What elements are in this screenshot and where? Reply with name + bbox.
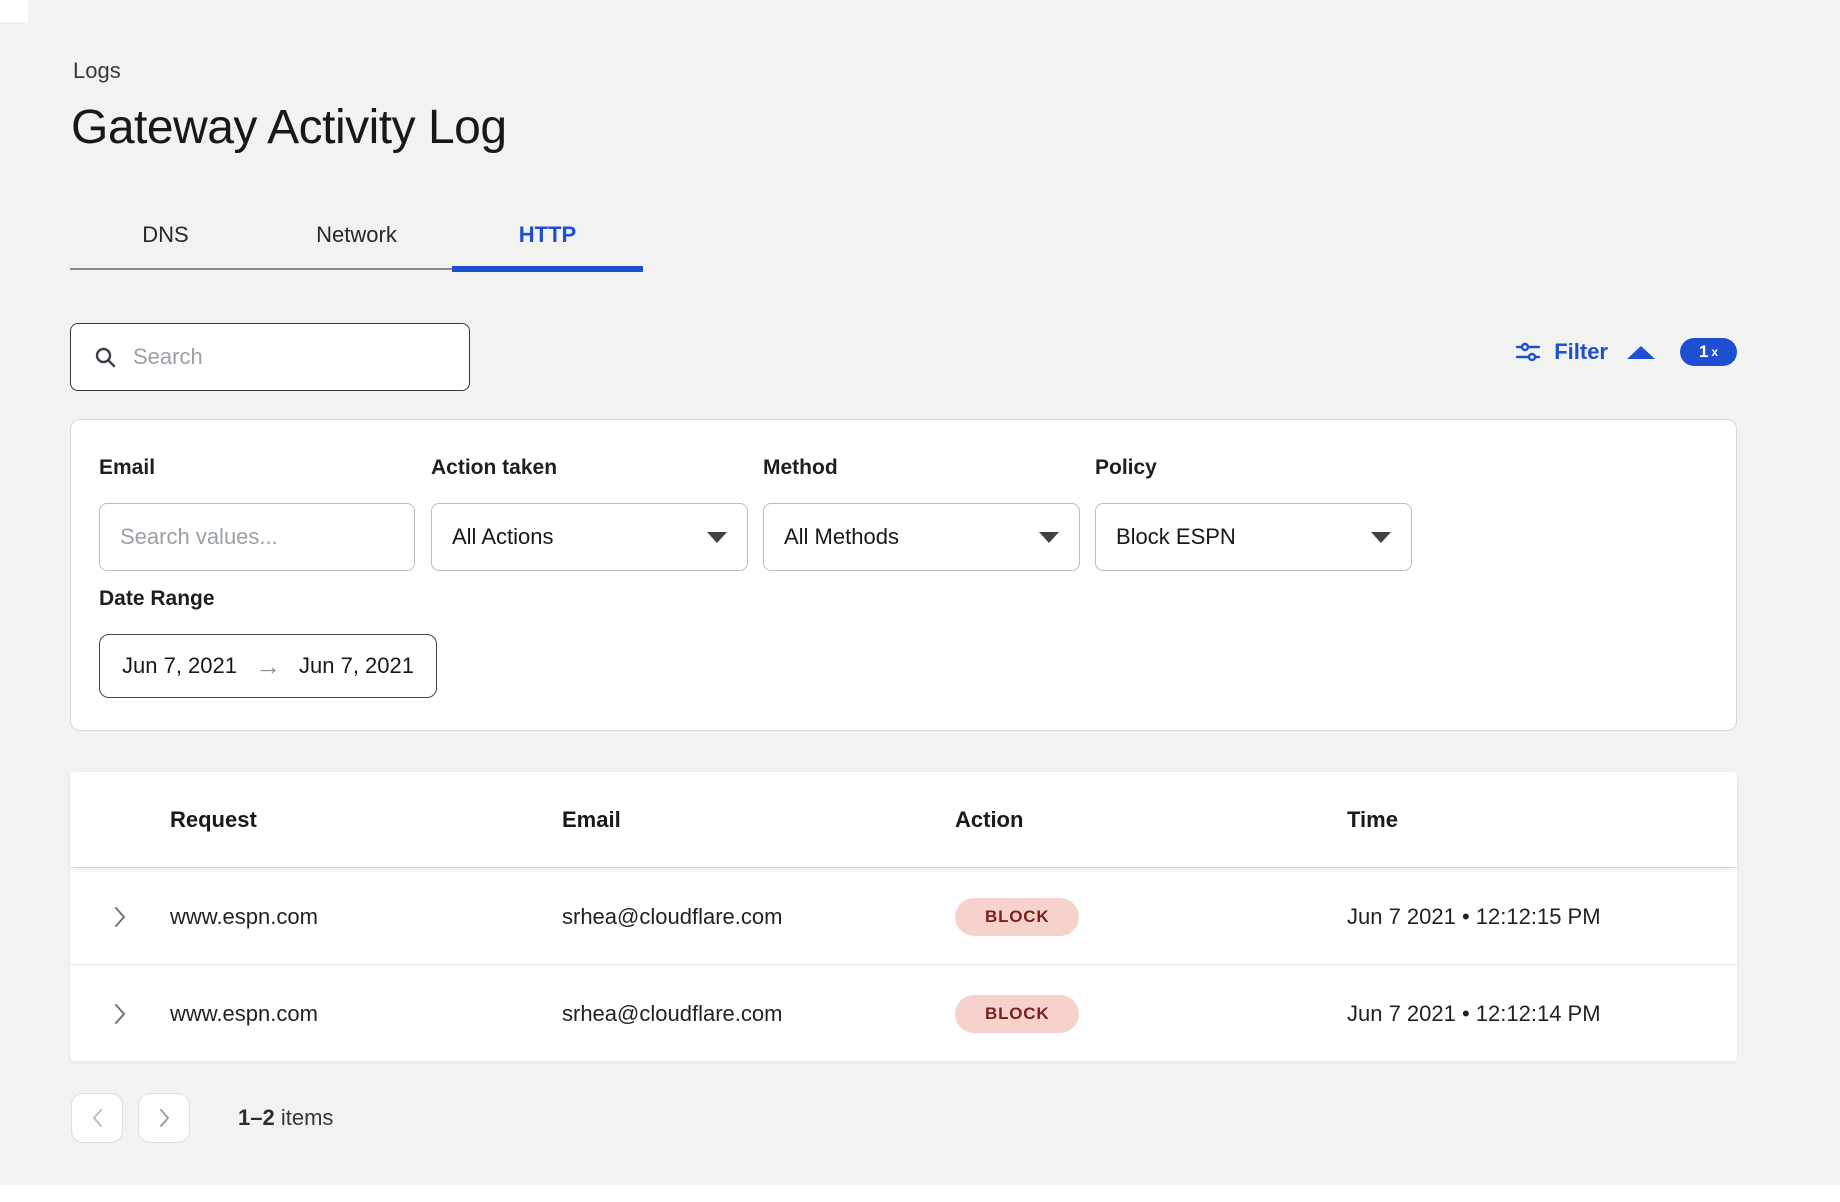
table-row: www.espn.com srhea@cloudflare.com BLOCK … bbox=[70, 964, 1737, 1061]
search-input[interactable] bbox=[133, 344, 447, 370]
email-filter-input-wrap[interactable] bbox=[99, 503, 415, 571]
filter-count-x: x bbox=[1711, 345, 1719, 359]
cell-email: srhea@cloudflare.com bbox=[562, 903, 783, 929]
column-header-action: Action bbox=[955, 806, 1024, 832]
action-taken-select[interactable]: All Actions bbox=[431, 503, 748, 571]
collapse-triangle-icon bbox=[1627, 345, 1655, 359]
cell-time: Jun 7 2021 • 12:12:15 PM bbox=[1347, 903, 1601, 929]
column-header-time: Time bbox=[1347, 806, 1398, 832]
column-header-email: Email bbox=[562, 806, 621, 832]
bottom-strip bbox=[0, 1185, 1840, 1202]
cell-action: BLOCK bbox=[955, 965, 1080, 1062]
action-taken-label: Action taken bbox=[431, 456, 558, 479]
items-count: 1–2 items bbox=[238, 1105, 333, 1131]
column-header-request: Request bbox=[170, 806, 257, 832]
cell-request: www.espn.com bbox=[170, 1000, 318, 1026]
chevron-right-icon bbox=[159, 1109, 169, 1127]
chevron-down-icon bbox=[1039, 531, 1059, 543]
pagination: 1–2 items bbox=[71, 1093, 333, 1143]
date-range-end: Jun 7, 2021 bbox=[299, 653, 414, 678]
arrow-right-icon: → bbox=[255, 651, 281, 681]
activity-table: Request Email Action Time www.espn.com s… bbox=[70, 772, 1737, 1061]
block-status-badge: BLOCK bbox=[955, 897, 1080, 936]
cell-action: BLOCK bbox=[955, 868, 1080, 965]
table-row: www.espn.com srhea@cloudflare.com BLOCK … bbox=[70, 867, 1737, 964]
email-filter-label: Email bbox=[99, 456, 156, 479]
filter-label: Filter bbox=[1554, 339, 1608, 364]
method-value: All Methods bbox=[784, 524, 899, 549]
table-header: Request Email Action Time bbox=[70, 772, 1737, 867]
date-range-label: Date Range bbox=[99, 587, 215, 610]
filter-panel: Email Action taken All Actions Method Al… bbox=[70, 419, 1737, 731]
chevron-down-icon bbox=[707, 531, 727, 543]
page-title: Gateway Activity Log bbox=[71, 101, 507, 154]
tab-bar: DNS Network HTTP bbox=[70, 200, 643, 272]
cell-time: Jun 7 2021 • 12:12:14 PM bbox=[1347, 1000, 1601, 1026]
tab-http[interactable]: HTTP bbox=[452, 200, 643, 272]
search-box[interactable] bbox=[70, 323, 470, 391]
chevron-down-icon bbox=[1371, 531, 1391, 543]
next-page-button[interactable] bbox=[138, 1093, 190, 1143]
prev-page-button[interactable] bbox=[71, 1093, 123, 1143]
chevron-left-icon bbox=[92, 1109, 102, 1127]
email-filter-input[interactable] bbox=[120, 524, 394, 550]
date-range-picker[interactable]: Jun 7, 2021 → Jun 7, 2021 bbox=[99, 634, 437, 698]
cell-request: www.espn.com bbox=[170, 903, 318, 929]
items-range: 1–2 bbox=[238, 1105, 275, 1130]
cell-email: srhea@cloudflare.com bbox=[562, 1000, 783, 1026]
filter-count-badge[interactable]: 1 x bbox=[1680, 338, 1737, 366]
block-status-badge: BLOCK bbox=[955, 994, 1080, 1033]
search-icon bbox=[93, 345, 117, 369]
tab-dns[interactable]: DNS bbox=[142, 222, 189, 247]
filter-sliders-icon bbox=[1515, 339, 1541, 365]
row-expand-button[interactable] bbox=[100, 965, 140, 1062]
policy-select[interactable]: Block ESPN bbox=[1095, 503, 1412, 571]
items-word: items bbox=[280, 1105, 334, 1130]
method-label: Method bbox=[763, 456, 838, 479]
method-select[interactable]: All Methods bbox=[763, 503, 1080, 571]
date-range-start: Jun 7, 2021 bbox=[122, 653, 237, 678]
filter-toggle[interactable]: Filter 1 x bbox=[1515, 338, 1737, 366]
action-taken-value: All Actions bbox=[452, 524, 554, 549]
policy-value: Block ESPN bbox=[1116, 524, 1236, 549]
policy-label: Policy bbox=[1095, 456, 1157, 479]
row-expand-button[interactable] bbox=[100, 868, 140, 965]
corner-artifact bbox=[0, 0, 28, 22]
breadcrumb: Logs bbox=[73, 58, 121, 83]
tab-network[interactable]: Network bbox=[316, 222, 397, 247]
chevron-right-icon bbox=[115, 906, 125, 927]
filter-count: 1 bbox=[1698, 342, 1709, 361]
chevron-right-icon bbox=[115, 1003, 125, 1024]
